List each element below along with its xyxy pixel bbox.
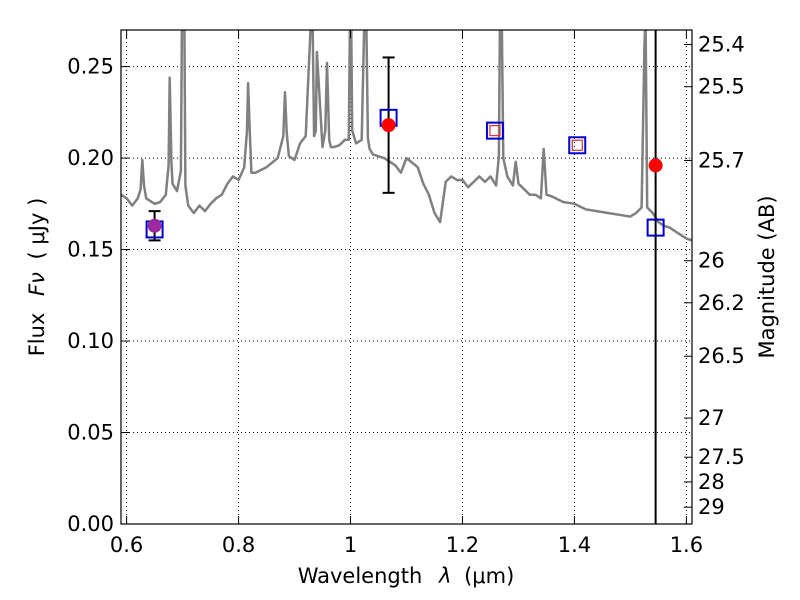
y-tick-label: 0.20 [67,146,114,170]
plot-frame [120,29,693,525]
right-tick-label: 26.2 [698,291,745,315]
right-tick-label: 25.4 [698,32,745,56]
y-axis-label-unit: ( μJy ) [25,198,49,260]
model-square-marker [485,121,504,140]
x-tick-label: 1.4 [558,533,591,557]
x-tick-label: 0.8 [222,533,255,557]
right-tick-label: 26 [698,249,725,273]
observed-circle-marker [147,218,162,233]
right-tick-label: 28 [698,470,725,494]
y-axis-label: Flux Fν ( μJy ) [25,198,49,357]
right-tick-label: 26.5 [698,344,745,368]
right-tick-label: 29 [698,495,725,519]
x-tick-label: 1 [344,533,357,557]
x-axis-label-symbol: λ [438,564,451,588]
x-axis-ticks: 0.6 0.8 1 1.2 1.4 1.6 [110,30,703,557]
x-axis-label-unit: (μm) [464,564,514,588]
x-tick-label: 1.2 [446,533,479,557]
right-tick-label: 27.5 [698,445,745,469]
y-axis-label-text: Flux [25,313,49,357]
x-axis-label-text: Wavelength [298,564,423,588]
y-tick-label: 0.10 [67,329,114,353]
right-tick-label: 25.5 [698,75,745,99]
x-axis-label: Wavelength λ (μm) [298,564,515,588]
y-tick-label: 0.15 [67,238,114,262]
observed-circle-marker [648,158,663,173]
right-axis-label: Magnitude (AB) [755,195,779,358]
x-tick-label: 0.6 [110,533,143,557]
observed-circle-marker [381,118,396,133]
y-axis-label-symbol: Fν [25,272,49,296]
y-tick-label: 0.25 [67,55,114,79]
x-tick-label: 1.6 [670,533,703,557]
limit-square-marker [571,139,583,151]
spectrum-line [121,30,692,242]
model-square-marker [646,218,665,237]
y-tick-label: 0.00 [67,512,114,536]
right-tick-label: 27 [698,406,725,430]
plot-area [121,30,692,242]
y-tick-label: 0.05 [67,421,114,445]
limit-square-marker [489,125,501,137]
right-tick-label: 25.7 [698,148,745,172]
model-square-marker [568,136,587,155]
y-axis-ticks: 0.00 0.05 0.10 0.15 0.20 0.25 [67,55,129,536]
markers [145,30,665,524]
